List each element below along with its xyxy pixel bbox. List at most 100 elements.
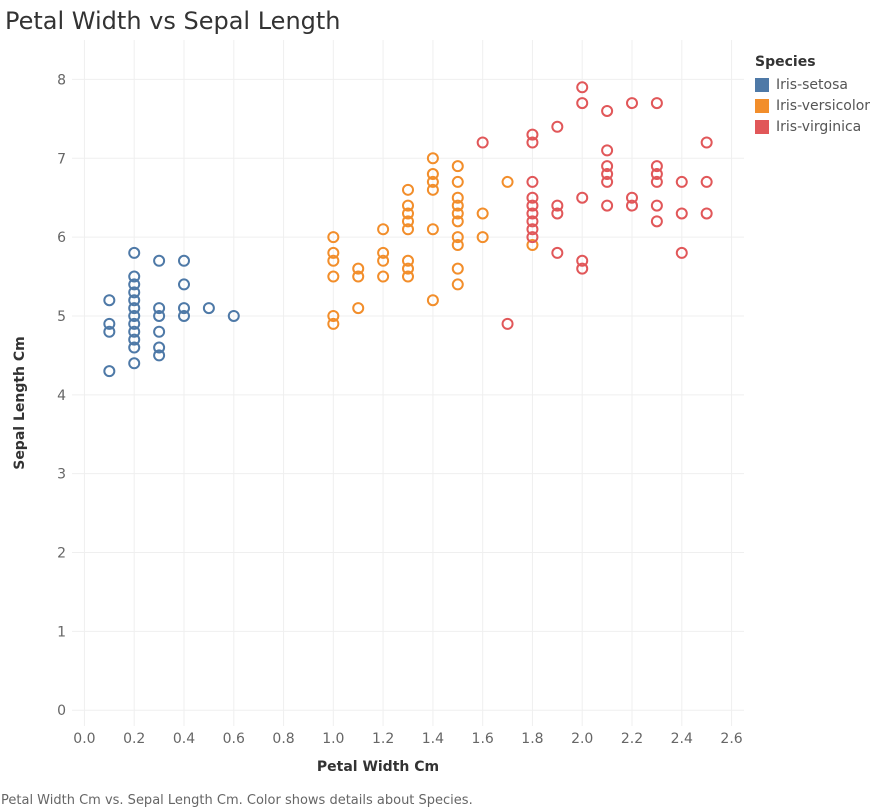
data-point-iris-setosa[interactable] xyxy=(178,254,190,267)
data-point-iris-virginica[interactable] xyxy=(675,246,688,259)
data-point-iris-versicolor[interactable] xyxy=(327,246,340,259)
data-point-iris-setosa[interactable] xyxy=(178,302,190,315)
data-point-iris-virginica[interactable] xyxy=(526,128,539,141)
data-point-iris-virginica[interactable] xyxy=(526,207,539,220)
data-point-iris-setosa[interactable] xyxy=(128,270,141,283)
data-point-iris-virginica[interactable] xyxy=(551,120,564,133)
data-point-iris-virginica[interactable] xyxy=(526,136,539,149)
data-point-iris-setosa[interactable] xyxy=(178,309,190,322)
data-point-iris-setosa[interactable] xyxy=(153,349,166,362)
data-point-iris-setosa[interactable] xyxy=(128,302,141,315)
data-point-iris-versicolor[interactable] xyxy=(352,302,365,315)
data-point-iris-virginica[interactable] xyxy=(576,97,589,110)
data-point-iris-virginica[interactable] xyxy=(576,254,589,267)
data-point-iris-versicolor[interactable] xyxy=(402,254,414,267)
data-point-iris-virginica[interactable] xyxy=(626,191,638,204)
data-point-iris-setosa[interactable] xyxy=(153,309,166,322)
data-point-iris-versicolor[interactable] xyxy=(352,262,365,275)
data-point-iris-versicolor[interactable] xyxy=(402,262,414,275)
data-point-iris-virginica[interactable] xyxy=(650,199,663,212)
data-point-iris-virginica[interactable] xyxy=(526,199,539,212)
data-point-iris-virginica[interactable] xyxy=(650,160,663,173)
data-point-iris-setosa[interactable] xyxy=(178,278,190,291)
data-point-iris-versicolor[interactable] xyxy=(451,160,464,173)
data-point-iris-virginica[interactable] xyxy=(576,81,589,94)
data-point-iris-virginica[interactable] xyxy=(700,207,713,220)
data-point-iris-versicolor[interactable] xyxy=(426,183,439,196)
data-point-iris-setosa[interactable] xyxy=(153,302,166,315)
data-point-iris-virginica[interactable] xyxy=(601,144,614,157)
data-point-iris-versicolor[interactable] xyxy=(402,270,414,283)
data-point-iris-versicolor[interactable] xyxy=(426,223,439,236)
data-point-iris-versicolor[interactable] xyxy=(451,175,464,188)
data-point-iris-versicolor[interactable] xyxy=(476,231,489,244)
data-point-iris-versicolor[interactable] xyxy=(377,223,390,236)
data-point-iris-setosa[interactable] xyxy=(103,365,116,378)
data-point-iris-versicolor[interactable] xyxy=(426,152,439,165)
data-point-iris-setosa[interactable] xyxy=(103,325,116,338)
data-point-iris-versicolor[interactable] xyxy=(451,278,464,291)
data-point-iris-setosa[interactable] xyxy=(128,325,141,338)
data-point-iris-versicolor[interactable] xyxy=(426,175,439,188)
data-point-iris-virginica[interactable] xyxy=(626,199,638,212)
legend-item-versicolor[interactable]: Iris-versicolor xyxy=(755,95,870,116)
data-point-iris-virginica[interactable] xyxy=(601,104,614,117)
data-point-iris-virginica[interactable] xyxy=(675,207,688,220)
data-point-iris-virginica[interactable] xyxy=(675,175,688,188)
legend-item-setosa[interactable]: Iris-setosa xyxy=(755,74,870,95)
data-point-iris-virginica[interactable] xyxy=(650,215,663,228)
data-point-iris-virginica[interactable] xyxy=(601,160,614,173)
data-point-iris-virginica[interactable] xyxy=(601,199,614,212)
data-point-iris-virginica[interactable] xyxy=(576,191,589,204)
data-point-iris-virginica[interactable] xyxy=(700,136,713,149)
legend-item-virginica[interactable]: Iris-virginica xyxy=(755,116,870,137)
data-point-iris-virginica[interactable] xyxy=(650,168,663,181)
data-point-iris-versicolor[interactable] xyxy=(501,175,514,188)
data-point-iris-versicolor[interactable] xyxy=(402,183,414,196)
data-point-iris-versicolor[interactable] xyxy=(451,191,464,204)
data-point-iris-versicolor[interactable] xyxy=(451,231,464,244)
data-point-iris-setosa[interactable] xyxy=(128,357,141,370)
data-point-iris-versicolor[interactable] xyxy=(402,215,414,228)
data-point-iris-versicolor[interactable] xyxy=(377,254,390,267)
data-point-iris-virginica[interactable] xyxy=(626,97,638,110)
data-point-iris-virginica[interactable] xyxy=(526,175,539,188)
data-point-iris-setosa[interactable] xyxy=(103,294,116,307)
data-point-iris-versicolor[interactable] xyxy=(451,199,464,212)
data-point-iris-setosa[interactable] xyxy=(128,309,141,322)
data-point-iris-versicolor[interactable] xyxy=(377,246,390,259)
data-point-iris-setosa[interactable] xyxy=(128,341,141,354)
data-point-iris-setosa[interactable] xyxy=(128,317,141,330)
data-point-iris-versicolor[interactable] xyxy=(402,223,414,236)
data-point-iris-versicolor[interactable] xyxy=(327,231,340,244)
data-point-iris-setosa[interactable] xyxy=(128,278,141,291)
data-point-iris-virginica[interactable] xyxy=(526,191,539,204)
data-point-iris-virginica[interactable] xyxy=(700,175,713,188)
data-point-iris-virginica[interactable] xyxy=(551,207,564,220)
data-point-iris-versicolor[interactable] xyxy=(327,317,340,330)
data-point-iris-versicolor[interactable] xyxy=(377,270,390,283)
data-point-iris-virginica[interactable] xyxy=(551,199,564,212)
data-point-iris-setosa[interactable] xyxy=(153,325,166,338)
data-point-iris-versicolor[interactable] xyxy=(476,207,489,220)
data-point-iris-virginica[interactable] xyxy=(650,97,663,110)
data-point-iris-setosa[interactable] xyxy=(128,294,141,307)
data-point-iris-versicolor[interactable] xyxy=(451,262,464,275)
data-point-iris-versicolor[interactable] xyxy=(327,270,340,283)
data-point-iris-versicolor[interactable] xyxy=(451,215,464,228)
data-point-iris-virginica[interactable] xyxy=(576,262,589,275)
data-point-iris-setosa[interactable] xyxy=(227,309,240,322)
data-point-iris-setosa[interactable] xyxy=(153,341,166,354)
data-point-iris-versicolor[interactable] xyxy=(426,168,439,181)
data-point-iris-versicolor[interactable] xyxy=(402,199,414,212)
data-point-iris-virginica[interactable] xyxy=(601,175,614,188)
data-point-iris-setosa[interactable] xyxy=(128,246,141,259)
data-point-iris-virginica[interactable] xyxy=(476,136,489,149)
data-point-iris-virginica[interactable] xyxy=(526,231,539,244)
data-point-iris-virginica[interactable] xyxy=(601,168,614,181)
data-point-iris-virginica[interactable] xyxy=(551,246,564,259)
data-point-iris-versicolor[interactable] xyxy=(451,207,464,220)
data-point-iris-setosa[interactable] xyxy=(128,333,141,346)
data-point-iris-versicolor[interactable] xyxy=(526,239,539,252)
data-point-iris-versicolor[interactable] xyxy=(451,239,464,252)
